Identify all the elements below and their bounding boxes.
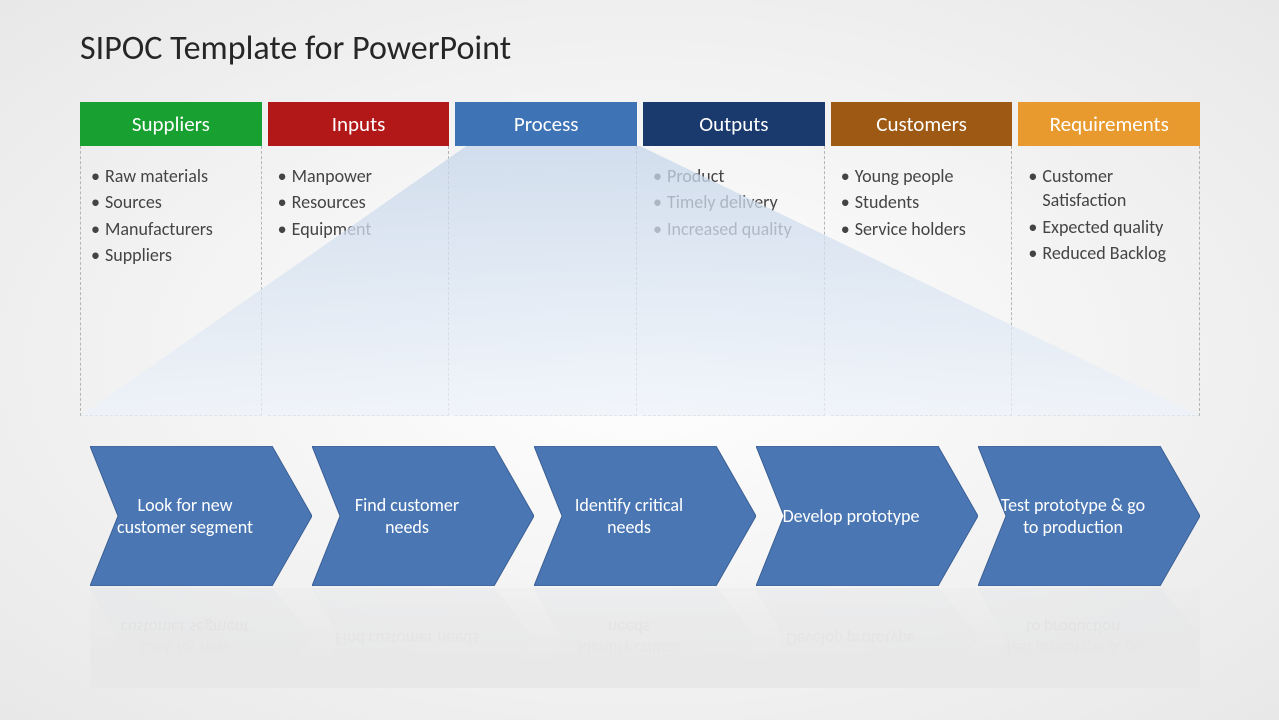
column-body: ProductTimely delivery Increased quality [643,146,825,416]
process-steps: Look for new customer segment Find custom… [90,446,1200,596]
column-item: Customer Satisfaction [1026,164,1191,213]
column-item: Service holders [839,217,1004,241]
chevron-shape [978,588,1200,688]
process-step-label: Develop prototype [756,446,936,586]
column-body: Raw materialsSources ManufacturersSupplie… [80,146,262,416]
column-body: Customer SatisfactionExpected qualityRed… [1018,146,1200,416]
process-step-label: Find customer needs [312,588,492,688]
process-step: Test prototype & go to production [978,588,1200,688]
column-body: ManpowerResources Equipment [268,146,450,416]
column-item: Manufacturers [89,217,253,241]
process-step: Identify critical needs [534,588,756,688]
column-item: Students [839,190,1004,214]
steps-reflection: Look for new customer segment Find custom… [90,588,1200,688]
column-item: Resources [276,190,441,214]
process-step: Find customer needs [312,588,534,688]
process-step-label: Identify critical needs [534,446,714,586]
chevron-shape [90,588,312,688]
chevron-shape [756,588,978,688]
process-step-label: Look for new customer segment [90,446,270,586]
process-step: Develop prototype [756,446,978,586]
column-body [455,146,637,416]
sipoc-column: Outputs ProductTimely delivery Increased q… [643,102,825,416]
column-header: Requirements [1018,102,1200,146]
column-item: Timely delivery [651,190,816,214]
column-item: Manpower [276,164,441,188]
process-step: Identify critical needs [534,446,756,586]
process-step-label: Find customer needs [312,446,492,586]
column-header: Outputs [643,102,825,146]
column-item: Sources [89,190,253,214]
process-step-label: Identify critical needs [534,588,714,688]
column-item: Increased quality [651,217,816,241]
process-step-label: Test prototype & go to production [978,588,1158,688]
column-header: Suppliers [80,102,262,146]
sipoc-column: Process [455,102,637,416]
column-item: Equipment [276,217,441,241]
chevron-shape [534,588,756,688]
page-title: SIPOC Template for PowerPoint [80,28,511,69]
column-item: Product [651,164,816,188]
column-body: Young peopleStudents Service holders [831,146,1013,416]
process-step-label: Develop prototype [756,588,936,688]
reflection-fade [90,588,1200,688]
process-step: Find customer needs [312,446,534,586]
column-item: Expected quality [1026,215,1191,239]
process-step-label: Look for new customer segment [90,588,270,688]
sipoc-column: Suppliers Raw materialsSources Manufacture… [80,102,262,416]
sipoc-column: RequirementsCustomer SatisfactionExpecte… [1018,102,1200,416]
process-step: Develop prototype [756,588,978,688]
column-header: Inputs [268,102,450,146]
sipoc-column: Inputs ManpowerResources Equipment [268,102,450,416]
process-step: Look for new customer segment [90,588,312,688]
chevron-shape [312,588,534,688]
sipoc-columns: Suppliers Raw materialsSources Manufacture… [80,102,1200,416]
column-item: Raw materials [89,164,253,188]
sipoc-column: Customers Young peopleStudents Service hol… [831,102,1013,416]
column-header: Process [455,102,637,146]
column-item: Reduced Backlog [1026,241,1191,265]
column-item: Young people [839,164,1004,188]
process-step-label: Test prototype & go to production [978,446,1158,586]
column-item: Suppliers [89,243,253,267]
process-step: Test prototype & go to production [978,446,1200,586]
column-header: Customers [831,102,1013,146]
process-step: Look for new customer segment [90,446,312,586]
